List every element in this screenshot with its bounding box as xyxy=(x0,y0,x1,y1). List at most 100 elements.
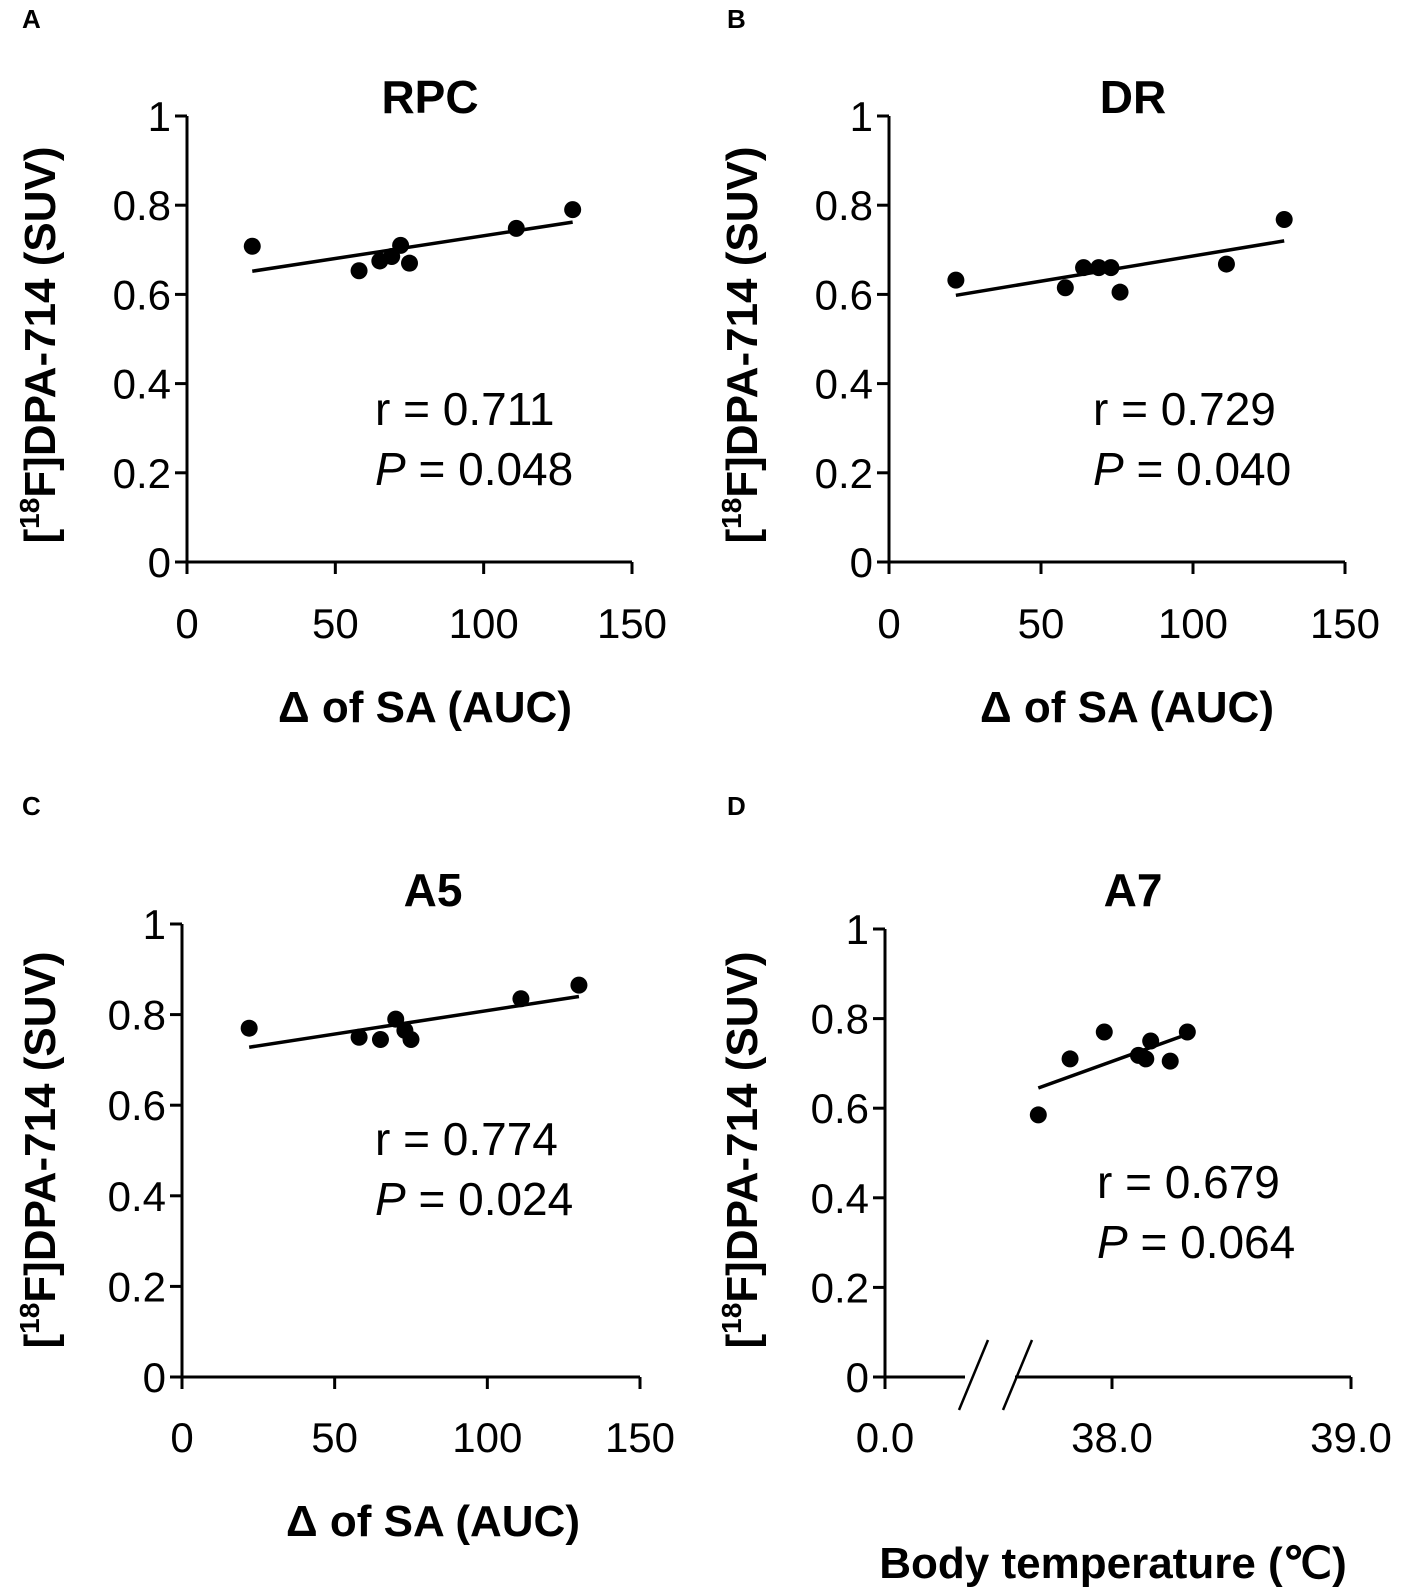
y-axis-label-sup: 18 xyxy=(716,498,747,529)
y-tick-label: 0.6 xyxy=(113,271,171,318)
data-point xyxy=(243,237,261,255)
x-tick-label: 50 xyxy=(312,600,359,647)
data-point xyxy=(387,1010,405,1028)
p-value: P = 0.040 xyxy=(1093,443,1291,495)
panel-a: A RPC 0 0.2 0.4 0.6 0.8 1 0 50 100 150 Δ of SA (AUC)… xyxy=(14,4,667,732)
x-tick-label: 100 xyxy=(1158,600,1228,647)
x-tick-label: 0 xyxy=(170,1414,193,1461)
p-value-symbol: P xyxy=(1097,1216,1128,1268)
data-point xyxy=(392,236,410,254)
p-value: P = 0.048 xyxy=(375,443,573,495)
x-axis-label: Δ of SA (AUC) xyxy=(286,1497,580,1546)
y-tick-label: 1 xyxy=(846,906,869,953)
axis-break-mark xyxy=(957,1339,990,1411)
chart-title: RPC xyxy=(381,71,478,123)
y-tick-label: 0.2 xyxy=(815,450,873,497)
correlation-r: r = 0.679 xyxy=(1097,1156,1280,1208)
data-point xyxy=(1029,1106,1047,1124)
p-value-symbol: P xyxy=(1093,443,1124,495)
x-axis-label: Body temperature (℃) xyxy=(879,1539,1346,1588)
p-value-number: = 0.048 xyxy=(406,443,574,495)
y-axis-label-rest: F]DPA-714 (SUV) xyxy=(718,951,767,1302)
y-axis-label-open: [ xyxy=(718,1334,767,1349)
data-point xyxy=(1056,279,1074,297)
y-tick-label: 1 xyxy=(850,93,873,140)
data-point xyxy=(1095,1023,1113,1041)
y-tick-label: 1 xyxy=(143,901,166,948)
trend-line xyxy=(1037,1032,1188,1090)
data-point xyxy=(350,262,368,280)
data-point xyxy=(570,976,588,994)
x-tick-label: 150 xyxy=(597,600,667,647)
data-point xyxy=(564,201,582,219)
y-axis-label: [18F]DPA-714 (SUV) xyxy=(716,146,767,543)
panel-letter: B xyxy=(727,4,746,34)
y-tick-label: 0.6 xyxy=(108,1082,166,1129)
y-tick-label: 1 xyxy=(148,93,171,140)
y-tick-label: 0.4 xyxy=(815,361,873,408)
panel-letter: D xyxy=(727,791,746,821)
x-tick-label: 0.0 xyxy=(856,1414,914,1461)
chart-title: A7 xyxy=(1104,864,1163,916)
p-value: P = 0.024 xyxy=(375,1173,573,1225)
p-value-number: = 0.024 xyxy=(406,1173,574,1225)
y-tick-label: 0.8 xyxy=(108,992,166,1039)
y-tick-label: 0.4 xyxy=(108,1173,166,1220)
y-tick-label: 0.8 xyxy=(811,996,869,1043)
y-tick-label: 0.8 xyxy=(113,182,171,229)
chart-title: A5 xyxy=(404,864,463,916)
y-axis-label: [18F]DPA-714 (SUV) xyxy=(14,951,65,1348)
y-tick-label: 0.6 xyxy=(811,1085,869,1132)
y-tick-label: 0.6 xyxy=(815,271,873,318)
x-tick-label: 150 xyxy=(1310,600,1380,647)
data-point xyxy=(1075,259,1093,277)
axis-break-gap xyxy=(965,1374,1015,1380)
y-tick-label: 0 xyxy=(850,539,873,586)
y-axis-label-rest: F]DPA-714 (SUV) xyxy=(718,146,767,497)
x-tick-label: 150 xyxy=(605,1414,675,1461)
correlation-r: r = 0.711 xyxy=(375,383,554,435)
data-point xyxy=(1217,255,1235,273)
y-axis-label: [18F]DPA-714 (SUV) xyxy=(14,146,65,543)
data-point xyxy=(1111,283,1129,301)
data-point xyxy=(371,1031,389,1049)
y-axis-label-sup: 18 xyxy=(14,498,45,529)
y-axis-label-open: [ xyxy=(718,529,767,544)
y-axis-label-open: [ xyxy=(16,1334,65,1349)
y-axis-label-rest: F]DPA-714 (SUV) xyxy=(16,951,65,1302)
y-axis-label-sup: 18 xyxy=(716,1303,747,1334)
y-tick-label: 0.2 xyxy=(113,450,171,497)
y-tick-label: 0.2 xyxy=(108,1263,166,1310)
y-axis-label-rest: F]DPA-714 (SUV) xyxy=(16,146,65,497)
panel-c: C A5 0 0.2 0.4 0.6 0.8 1 0 50 100 150 Δ of SA (AUC) [… xyxy=(14,791,675,1546)
axis-break-mark xyxy=(1001,1339,1034,1411)
y-tick-label: 0.4 xyxy=(113,361,171,408)
data-point xyxy=(1275,210,1293,228)
data-point xyxy=(1161,1052,1179,1070)
p-value-number: = 0.064 xyxy=(1128,1216,1296,1268)
data-point xyxy=(512,990,530,1008)
y-axis-label: [18F]DPA-714 (SUV) xyxy=(716,951,767,1348)
y-tick-label: 0 xyxy=(846,1354,869,1401)
x-tick-label: 0 xyxy=(877,600,900,647)
y-axis-label-sup: 18 xyxy=(14,1303,45,1334)
data-point xyxy=(1090,259,1108,277)
data-point xyxy=(507,219,525,237)
data-point xyxy=(947,271,965,289)
p-value-symbol: P xyxy=(375,443,406,495)
correlation-r: r = 0.774 xyxy=(375,1113,558,1165)
y-tick-label: 0 xyxy=(143,1354,166,1401)
x-axis-label: Δ of SA (AUC) xyxy=(980,683,1274,732)
x-tick-label: 0 xyxy=(175,600,198,647)
x-tick-label: 38.0 xyxy=(1071,1414,1153,1461)
data-point xyxy=(1061,1050,1079,1068)
panel-d: D A7 0 0.2 0.4 0.6 0.8 1 0.0 38.0 39.0 Body tempera… xyxy=(716,791,1392,1588)
p-value-number: = 0.040 xyxy=(1124,443,1292,495)
data-point xyxy=(1142,1032,1160,1050)
x-tick-label: 50 xyxy=(311,1414,358,1461)
x-tick-label: 100 xyxy=(452,1414,522,1461)
data-point xyxy=(1178,1023,1196,1041)
trend-line xyxy=(955,239,1285,298)
x-tick-label: 100 xyxy=(449,600,519,647)
x-tick-label: 39.0 xyxy=(1310,1414,1392,1461)
